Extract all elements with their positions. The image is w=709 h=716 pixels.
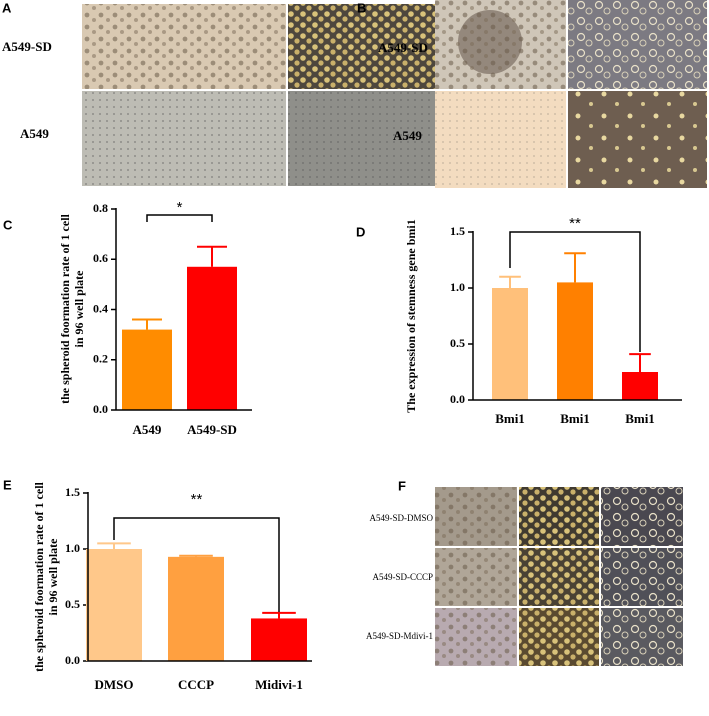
bar bbox=[557, 282, 593, 400]
x-tick-label: Bmi1 bbox=[560, 411, 590, 426]
image-label: A549-SD bbox=[378, 40, 428, 55]
y-tick-label: 0.8 bbox=[93, 201, 108, 215]
image-label: A549-SD-CCCP bbox=[372, 572, 433, 582]
panel-letter: F bbox=[398, 478, 406, 493]
panel-letter: A bbox=[2, 0, 12, 15]
image-label: A549 bbox=[393, 128, 422, 143]
image-label: A549 bbox=[20, 126, 49, 141]
y-tick-label: 0.0 bbox=[450, 392, 465, 406]
bar bbox=[86, 549, 142, 661]
micrograph bbox=[519, 487, 599, 546]
bar bbox=[187, 266, 237, 410]
micrograph bbox=[435, 487, 517, 546]
x-tick-label: Bmi1 bbox=[625, 411, 655, 426]
bar bbox=[251, 618, 307, 661]
significance-bracket bbox=[146, 214, 213, 222]
y-tick-label: 0.0 bbox=[65, 653, 80, 667]
x-tick-label: A549-SD bbox=[187, 422, 237, 437]
panel-letter: C bbox=[3, 217, 13, 232]
y-tick-label: 1.5 bbox=[65, 485, 80, 499]
x-tick-label: CCCP bbox=[178, 677, 214, 692]
micrograph bbox=[519, 608, 599, 666]
panel-letter: D bbox=[356, 224, 365, 239]
y-tick-label: 0.5 bbox=[65, 597, 80, 611]
y-tick-label: 1.0 bbox=[65, 541, 80, 555]
micrograph bbox=[601, 548, 683, 606]
image-panels bbox=[82, 0, 707, 666]
image-label: A549-SD bbox=[2, 39, 52, 54]
significance-label: ** bbox=[569, 215, 581, 232]
y-tick-label: 0.6 bbox=[93, 251, 108, 265]
micrograph bbox=[568, 0, 707, 89]
image-label: A549-SD-DMSO bbox=[369, 513, 433, 523]
y-axis-label: the spheroid foormation rate of 1 cell bbox=[32, 481, 46, 671]
bar bbox=[122, 329, 172, 410]
micrograph bbox=[435, 548, 517, 606]
micrograph bbox=[601, 608, 683, 666]
micrograph bbox=[435, 91, 566, 188]
micrograph bbox=[435, 608, 517, 666]
micrograph bbox=[82, 91, 286, 186]
x-tick-label: DMSO bbox=[95, 677, 134, 692]
bar bbox=[492, 288, 528, 400]
y-tick-label: 0.4 bbox=[93, 301, 108, 315]
y-tick-label: 0.5 bbox=[450, 336, 465, 350]
y-tick-label: 1.5 bbox=[450, 224, 465, 238]
y-tick-label: 0.0 bbox=[93, 402, 108, 416]
panel-letter: E bbox=[3, 477, 12, 492]
x-tick-label: Midivi-1 bbox=[255, 677, 303, 692]
panel-letter: B bbox=[357, 0, 366, 15]
micrograph bbox=[568, 91, 707, 188]
bar bbox=[168, 556, 224, 661]
significance-label: ** bbox=[191, 491, 203, 508]
micrograph bbox=[435, 0, 566, 89]
y-axis-label: The expression of stemness gene bmi1 bbox=[404, 219, 418, 412]
micrograph bbox=[601, 487, 683, 546]
micrograph bbox=[519, 548, 599, 606]
y-tick-label: 0.2 bbox=[93, 352, 108, 366]
y-axis-label: in 96 well plate bbox=[46, 538, 60, 616]
image-label: A549-SD-Mdivi-1 bbox=[366, 631, 433, 641]
y-axis-label: in 96 well plate bbox=[72, 270, 86, 348]
micrograph bbox=[82, 4, 286, 89]
bar bbox=[622, 372, 658, 400]
significance-label: * bbox=[177, 199, 183, 216]
x-tick-label: Bmi1 bbox=[495, 411, 525, 426]
y-tick-label: 1.0 bbox=[450, 280, 465, 294]
x-tick-label: A549 bbox=[133, 422, 162, 437]
significance-bracket bbox=[113, 517, 280, 612]
significance-bracket bbox=[509, 231, 641, 352]
y-axis-label: the spheroid foormation rate of 1 cell bbox=[58, 213, 72, 403]
